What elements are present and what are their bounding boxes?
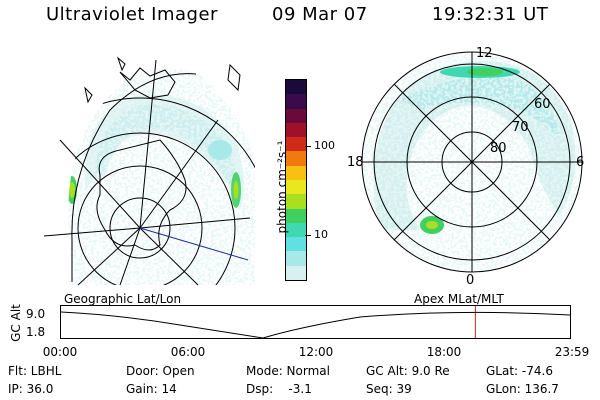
- instrument-title: Ultraviolet Imager: [46, 4, 218, 25]
- uvi-images: [43, 51, 583, 286]
- mlt-label-6: 6: [576, 155, 585, 170]
- colorbar: [285, 79, 307, 281]
- info-ip: IP: 36.0: [8, 382, 54, 396]
- colorbar-swatch: [286, 151, 306, 166]
- left-panel-caption: Geographic Lat/Lon: [64, 292, 182, 306]
- altitude-xtick-2: 12:00: [298, 345, 334, 359]
- mlat-label-60: 60: [534, 97, 551, 112]
- left-latlon-grid: [43, 56, 255, 286]
- mlt-label-0: 0: [466, 273, 475, 288]
- colorbar-swatch: [286, 165, 306, 180]
- image-time: 19:32:31 UT: [432, 4, 549, 25]
- info-gain: Gain: 14: [126, 382, 177, 396]
- altitude-xtick-1: 06:00: [170, 345, 206, 359]
- info-mode: Mode: Normal: [246, 364, 330, 378]
- right-panel-caption: Apex MLat/MLT: [414, 292, 504, 306]
- colorbar-swatch: [286, 222, 306, 238]
- colorbar-swatch: [286, 251, 306, 266]
- colorbar-unit-label: photon cm⁻²s⁻¹: [275, 140, 289, 234]
- colorbar-swatch: [286, 265, 306, 280]
- colorbar-swatch: [286, 237, 306, 252]
- colorbar-tick-10: 10: [314, 228, 328, 241]
- colorbar-swatch: [286, 80, 306, 95]
- colorbar-swatch: [286, 208, 306, 223]
- info-flt: Flt: LBHL: [8, 364, 62, 378]
- right-mlat-mlt-grid: [361, 51, 583, 273]
- info-seq: Seq: 39: [366, 382, 412, 396]
- colorbar-tick-100-mark: [305, 146, 311, 147]
- colorbar-swatch: [286, 122, 306, 138]
- altitude-xtick-0: 00:00: [42, 345, 78, 359]
- altitude-xtick-4: 23:59: [554, 345, 590, 359]
- info-dsp: Dsp: -3.1: [246, 382, 312, 396]
- mlat-label-70: 70: [512, 120, 529, 135]
- altitude-curve: [60, 311, 571, 339]
- image-date: 09 Mar 07: [272, 4, 368, 25]
- colorbar-swatch: [286, 137, 306, 152]
- colorbar-swatch: [286, 94, 306, 109]
- mlat-label-80: 80: [490, 141, 507, 156]
- mlt-label-18: 18: [347, 155, 364, 170]
- colorbar-tick-100: 100: [314, 139, 335, 152]
- info-door: Door: Open: [126, 364, 195, 378]
- colorbar-tick-10-mark: [305, 235, 311, 236]
- altitude-plot: [60, 305, 571, 339]
- left-aurora-image: [68, 68, 255, 285]
- info-glon: GLon: 136.7: [486, 382, 559, 396]
- colorbar-swatch: [286, 108, 306, 123]
- altitude-ylabel: GC Alt: [9, 304, 23, 342]
- colorbar-swatch: [286, 179, 306, 195]
- altitude-ytick-top: 9.0: [26, 307, 46, 321]
- info-glat: GLat: -74.6: [486, 364, 553, 378]
- altitude-xtick-3: 18:00: [426, 345, 462, 359]
- mlt-label-12: 12: [476, 46, 493, 61]
- colorbar-swatch: [286, 194, 306, 209]
- altitude-ytick-bottom: 1.8: [26, 325, 46, 339]
- info-gc-alt: GC Alt: 9.0 Re: [366, 364, 450, 378]
